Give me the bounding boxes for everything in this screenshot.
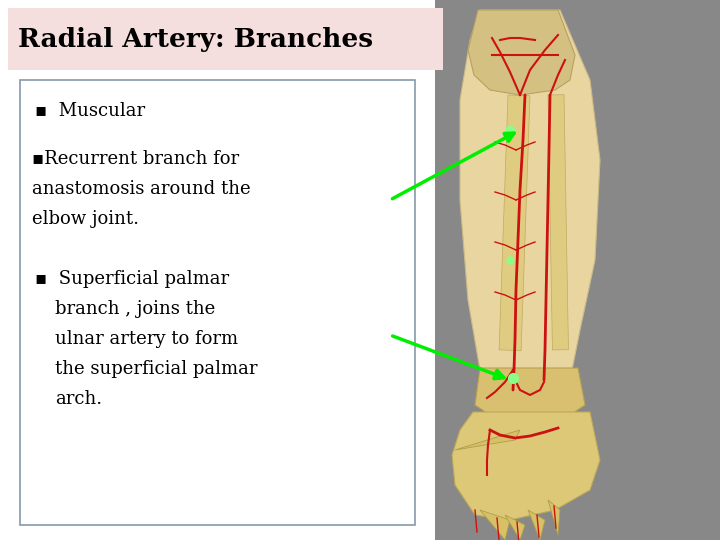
Polygon shape [480,510,510,540]
Text: Radial Artery: Branches: Radial Artery: Branches [18,26,373,51]
Text: elbow joint.: elbow joint. [32,210,139,228]
Bar [548,94,569,350]
Polygon shape [460,10,600,390]
Polygon shape [468,10,575,95]
Text: branch , joins the: branch , joins the [55,300,215,318]
Text: ▪  Superficial palmar: ▪ Superficial palmar [35,270,229,288]
Bar [499,95,530,350]
Polygon shape [455,430,520,450]
Polygon shape [475,368,585,415]
Text: the superficial palmar: the superficial palmar [55,360,258,378]
Bar [435,0,720,540]
Bar [20,80,415,525]
Polygon shape [528,510,545,540]
Polygon shape [505,515,525,540]
Text: ▪Recurrent branch for: ▪Recurrent branch for [32,150,239,168]
Polygon shape [548,500,560,535]
Polygon shape [452,412,600,520]
Text: ulnar artery to form: ulnar artery to form [55,330,238,348]
Text: arch.: arch. [55,390,102,408]
Text: ▪  Muscular: ▪ Muscular [35,102,145,120]
Bar [8,8,443,70]
Text: anastomosis around the: anastomosis around the [32,180,251,198]
